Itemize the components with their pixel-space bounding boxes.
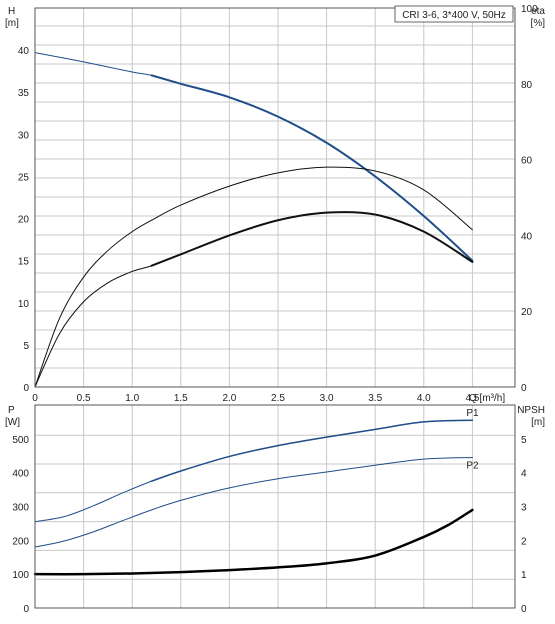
right-axis-unit: [m] bbox=[531, 417, 545, 428]
left-axis-tick-label: 400 bbox=[12, 469, 29, 480]
left-axis-tick-label: 35 bbox=[18, 88, 30, 99]
series-line bbox=[34, 52, 473, 262]
series-line bbox=[34, 211, 473, 388]
series-line-bold bbox=[150, 74, 474, 262]
right-axis-tick-label: 80 bbox=[521, 80, 533, 91]
right-axis-tick-label: 20 bbox=[521, 307, 533, 318]
x-axis-tick-label: 0 bbox=[32, 393, 38, 404]
left-axis-tick-label: 0 bbox=[23, 604, 29, 615]
series-line bbox=[34, 456, 473, 548]
series-line-bold bbox=[150, 419, 474, 482]
left-axis-title: P bbox=[8, 405, 15, 416]
left-axis-tick-label: 40 bbox=[18, 46, 30, 57]
x-axis-tick-label: 2.0 bbox=[222, 393, 236, 404]
left-axis-title: H bbox=[8, 6, 15, 17]
left-axis-tick-label: 15 bbox=[18, 257, 30, 268]
left-axis-tick-label: 0 bbox=[23, 383, 29, 394]
right-axis-tick-label: 1 bbox=[521, 570, 527, 581]
left-axis-tick-label: 100 bbox=[12, 570, 29, 581]
grid-layer bbox=[34, 8, 515, 609]
right-axis-title: NPSH bbox=[517, 405, 545, 416]
x-axis-tick-label: 0.5 bbox=[77, 393, 91, 404]
chart-title: CRI 3-6, 3*400 V, 50Hz bbox=[402, 10, 506, 21]
x-axis-tick-label: 3.5 bbox=[368, 393, 382, 404]
left-axis-tick-label: 30 bbox=[18, 130, 30, 141]
left-axis-tick-label: 300 bbox=[12, 503, 29, 514]
series-name-label: P2 bbox=[466, 460, 479, 471]
right-axis-tick-label: 100 bbox=[521, 4, 538, 15]
right-axis-tick-label: 0 bbox=[521, 604, 527, 615]
right-axis-title: eta bbox=[531, 6, 545, 17]
x-axis-tick-label: 1.5 bbox=[174, 393, 188, 404]
left-axis-tick-label: 25 bbox=[18, 172, 30, 183]
series-name-label: P1 bbox=[466, 408, 479, 419]
frame-layer bbox=[34, 5, 516, 609]
left-axis-tick-label: 10 bbox=[18, 299, 30, 310]
plot-frame bbox=[34, 7, 516, 388]
left-axis-tick-label: 20 bbox=[18, 215, 30, 226]
x-axis-tick-label: 3.0 bbox=[320, 393, 334, 404]
right-axis-tick-label: 2 bbox=[521, 536, 527, 547]
left-axis-tick-label: 200 bbox=[12, 536, 29, 547]
x-axis-label: Q [m³/h] bbox=[469, 393, 505, 404]
left-axis-unit: [W] bbox=[5, 417, 20, 428]
right-axis-tick-label: 5 bbox=[521, 435, 527, 446]
title-box bbox=[394, 5, 514, 23]
right-axis-tick-label: 4 bbox=[521, 469, 527, 480]
right-axis-tick-label: 3 bbox=[521, 503, 527, 514]
x-axis-tick-label: 1.0 bbox=[125, 393, 139, 404]
right-axis-tick-label: 40 bbox=[521, 231, 533, 242]
right-axis-tick-label: 60 bbox=[521, 156, 533, 167]
x-axis-tick-label: 4.5 bbox=[465, 393, 479, 404]
series-layer bbox=[33, 52, 474, 576]
series-line bbox=[33, 508, 474, 576]
series-line bbox=[34, 166, 473, 388]
x-axis-tick-label: 4.0 bbox=[417, 393, 431, 404]
right-axis-tick-label: 0 bbox=[521, 383, 527, 394]
x-axis-tick-label: 2.5 bbox=[271, 393, 285, 404]
left-axis-tick-label: 5 bbox=[23, 341, 29, 352]
right-axis-unit: [%] bbox=[531, 18, 546, 29]
left-axis-unit: [m] bbox=[5, 18, 19, 29]
left-axis-tick-label: 500 bbox=[12, 435, 29, 446]
plot-frame bbox=[34, 404, 516, 609]
series-line-bold bbox=[150, 211, 474, 267]
